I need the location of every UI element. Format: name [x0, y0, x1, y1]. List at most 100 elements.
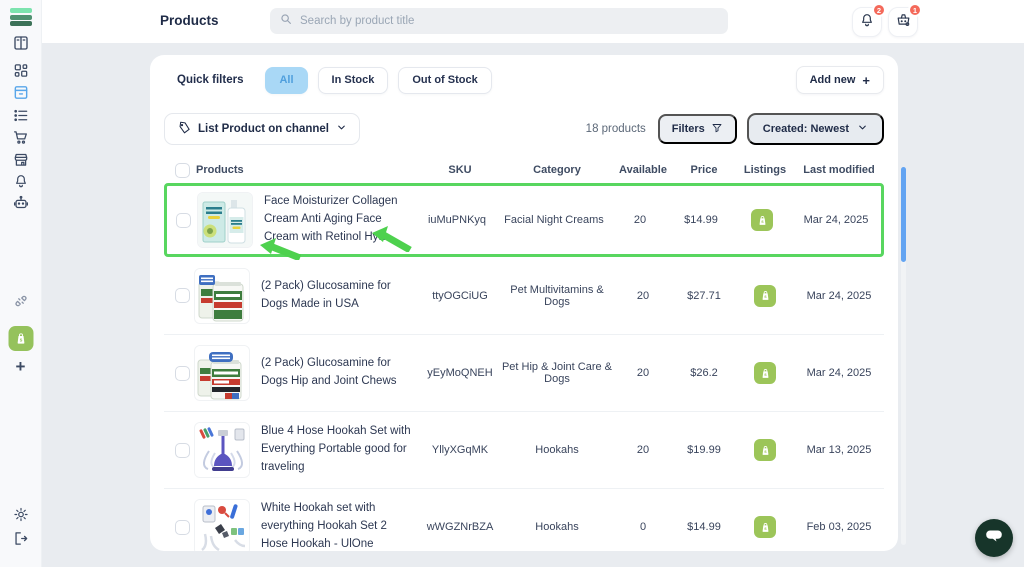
table-row[interactable]: (2 Pack) Glucosamine for Dogs Hip and Jo… [164, 334, 884, 411]
product-available: 20 [614, 367, 672, 379]
sidebar-item-logout[interactable] [12, 530, 29, 547]
listings-cell[interactable]: s [736, 285, 794, 307]
row-checkbox[interactable] [175, 366, 190, 381]
product-available: 20 [611, 214, 669, 226]
robot-icon [12, 194, 29, 211]
table-row[interactable]: (2 Pack) Glucosamine for Dogs Made in US… [164, 257, 884, 334]
product-category: Facial Night Creams [497, 214, 611, 226]
product-cell: Face Moisturizer Collagen Cream Anti Agi… [197, 192, 417, 248]
chat-bubble-icon [984, 527, 1004, 550]
product-cell: (2 Pack) Glucosamine for Dogs Made in US… [194, 268, 420, 324]
shopify-listing-icon[interactable]: s [754, 285, 776, 307]
product-thumbnail [194, 422, 250, 478]
product-available: 0 [614, 521, 672, 533]
product-category: Hookahs [500, 444, 614, 456]
sidebar-item-shopify-channel[interactable]: s [8, 326, 33, 351]
funnel-icon [711, 122, 723, 137]
select-all-checkbox[interactable] [175, 163, 190, 178]
chat-launcher-button[interactable] [975, 519, 1013, 557]
sidebar-item-integrations[interactable] [12, 292, 30, 310]
product-sku: yEyMoQNEH [420, 367, 500, 379]
sidebar-item-products[interactable] [12, 84, 29, 101]
sidebar-item-add-channel[interactable]: + [16, 358, 26, 375]
sidebar-item-catalog[interactable] [12, 34, 30, 52]
gear-icon [12, 506, 29, 523]
product-price: $19.99 [672, 444, 736, 456]
archive-box-icon [12, 84, 29, 101]
listings-cell[interactable]: s [736, 439, 794, 461]
product-category: Pet Multivitamins & Dogs [500, 284, 614, 308]
tag-icon [177, 121, 191, 138]
listings-cell[interactable]: s [736, 362, 794, 384]
filter-chip-out-of-stock[interactable]: Out of Stock [398, 67, 491, 94]
add-new-button[interactable]: Add new + [796, 66, 884, 94]
sidebar: s + [0, 0, 42, 567]
add-new-label: Add new [810, 74, 856, 86]
sidebar-item-listings[interactable] [12, 107, 29, 124]
quick-filters-label: Quick filters [177, 74, 243, 86]
product-thumbnail [194, 268, 250, 324]
cart-button[interactable]: 1 [888, 7, 918, 37]
grid-icon [12, 62, 29, 79]
row-checkbox[interactable] [176, 213, 191, 228]
sidebar-item-store[interactable] [12, 151, 29, 168]
product-thumbnail [197, 192, 253, 248]
product-sku: iuMuPNKyq [417, 214, 497, 226]
shopify-listing-icon[interactable]: s [751, 209, 773, 231]
product-name[interactable]: Blue 4 Hose Hookah Set with Everything P… [261, 423, 412, 476]
notifications-button[interactable]: 2 [852, 7, 882, 37]
filter-chip-in-stock[interactable]: In Stock [318, 67, 389, 94]
plus-icon: + [16, 358, 26, 375]
controls-right: 18 products Filters Created: Newest [586, 113, 884, 145]
col-products: Products [194, 164, 420, 176]
sort-button[interactable]: Created: Newest [747, 113, 884, 145]
product-name[interactable]: White Hookah set with everything Hookah … [261, 500, 412, 551]
table-row[interactable]: Blue 4 Hose Hookah Set with Everything P… [164, 411, 884, 488]
product-name[interactable]: (2 Pack) Glucosamine for Dogs Made in US… [261, 278, 412, 314]
filters-button[interactable]: Filters [658, 114, 737, 144]
plus-icon: + [862, 73, 870, 88]
row-checkbox[interactable] [175, 288, 190, 303]
col-price: Price [672, 164, 736, 176]
product-price: $26.2 [672, 367, 736, 379]
col-listings: Listings [736, 164, 794, 176]
page-title: Products [160, 13, 219, 28]
product-category: Hookahs [500, 521, 614, 533]
app-logo[interactable] [10, 8, 32, 28]
shopify-listing-icon[interactable]: s [754, 439, 776, 461]
product-available: 20 [614, 444, 672, 456]
sidebar-item-dashboard[interactable] [12, 62, 29, 79]
chevron-down-icon [857, 122, 868, 136]
sidebar-item-automation[interactable] [12, 194, 29, 211]
listings-cell[interactable]: s [733, 209, 791, 231]
chevron-down-icon [336, 122, 347, 136]
sidebar-item-settings[interactable] [12, 506, 29, 523]
product-name[interactable]: (2 Pack) Glucosamine for Dogs Hip and Jo… [261, 355, 412, 391]
logout-icon [12, 530, 29, 547]
controls-row: List Product on channel 18 products Filt… [164, 113, 884, 145]
search-input[interactable] [300, 15, 719, 27]
shopify-listing-icon[interactable]: s [754, 362, 776, 384]
cart-badge: 1 [908, 3, 922, 17]
product-name[interactable]: Face Moisturizer Collagen Cream Anti Agi… [264, 193, 409, 246]
sidebar-item-orders[interactable] [12, 129, 29, 146]
search-bar[interactable] [270, 8, 728, 34]
product-thumbnail [194, 345, 250, 401]
row-checkbox[interactable] [175, 520, 190, 535]
shopify-icon: s [8, 326, 33, 351]
list-on-channel-button[interactable]: List Product on channel [164, 113, 360, 145]
listings-cell[interactable]: s [736, 516, 794, 538]
table-row[interactable]: White Hookah set with everything Hookah … [164, 488, 884, 551]
filters-label: Filters [672, 123, 705, 135]
product-cell: White Hookah set with everything Hookah … [194, 499, 420, 551]
filter-chip-all[interactable]: All [265, 67, 307, 94]
sidebar-item-notifications[interactable] [13, 173, 29, 189]
search-icon [279, 12, 293, 31]
table-row[interactable]: Face Moisturizer Collagen Cream Anti Agi… [164, 183, 884, 257]
shopify-listing-icon[interactable]: s [754, 516, 776, 538]
channel-button-label: List Product on channel [198, 123, 329, 135]
row-checkbox[interactable] [175, 443, 190, 458]
product-cell: Blue 4 Hose Hookah Set with Everything P… [194, 422, 420, 478]
product-sku: wWGZNrBZA [420, 521, 500, 533]
scrollbar-thumb[interactable] [901, 167, 906, 262]
